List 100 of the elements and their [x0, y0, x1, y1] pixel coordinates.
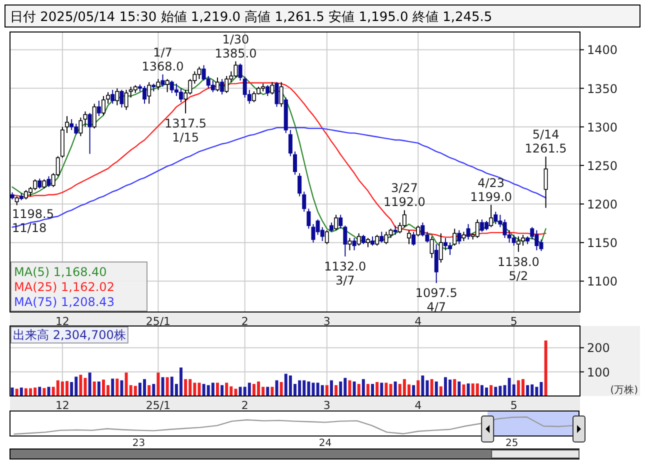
text: MA(5) 1,168.40	[14, 265, 107, 279]
x-tick-label: 2	[241, 399, 248, 412]
bar	[116, 378, 119, 396]
candlestick	[120, 89, 124, 108]
annotation: 3/27 1192.0	[383, 181, 426, 210]
annotation: 5/14 1261.5	[524, 128, 567, 156]
bar	[494, 386, 498, 396]
candlestick	[210, 80, 215, 93]
bar	[330, 380, 333, 396]
candlestick	[361, 234, 366, 245]
x-tick-label: 12	[55, 399, 70, 412]
y-tick-label: 1400	[587, 43, 618, 58]
bar	[434, 382, 438, 396]
x-tick-label: 5	[510, 399, 518, 412]
candlestick	[83, 110, 88, 128]
bar	[166, 377, 169, 396]
candlestick	[110, 89, 115, 104]
candlestick	[279, 82, 284, 108]
bar	[156, 372, 160, 396]
candlestick	[293, 151, 297, 176]
x-tick-label: 3	[323, 315, 330, 328]
annotation: 1097.5 4/7	[415, 286, 458, 314]
x-tick-label: 25	[505, 438, 518, 449]
x-tick-label: 2	[241, 315, 248, 328]
bar	[320, 385, 324, 396]
bar	[120, 380, 124, 396]
x-tick-label: 12	[55, 315, 70, 328]
bar	[476, 383, 479, 396]
candlestick	[494, 211, 498, 225]
candlestick	[452, 228, 457, 246]
candlestick	[266, 84, 270, 97]
annotation: 1317.5 1/15	[164, 116, 207, 144]
candlestick	[38, 178, 42, 190]
y-axis-title: (万株)	[610, 384, 638, 396]
y-tick-label: 1300	[587, 120, 618, 134]
bar	[421, 375, 424, 396]
annotation: 4/23 1199.0	[470, 176, 512, 204]
candlestick	[380, 231, 384, 244]
candlestick	[438, 232, 443, 264]
y-tick-label: 200	[587, 341, 610, 356]
candlestick	[96, 100, 101, 117]
annotation: 1132.0 3/7	[324, 259, 366, 288]
candlestick	[92, 103, 96, 129]
bar	[366, 384, 370, 396]
bar	[357, 384, 360, 396]
bar	[526, 385, 530, 396]
candlestick	[356, 232, 361, 246]
bar	[280, 382, 283, 396]
chart-title: 出来高 2,304,700株	[13, 328, 126, 342]
candlestick	[329, 222, 334, 232]
x-tick-label: 4	[414, 315, 422, 328]
bar	[416, 380, 420, 396]
candlestick	[288, 129, 292, 157]
bar	[111, 378, 114, 396]
x-tick-label: 4	[414, 399, 422, 412]
candlestick	[338, 214, 343, 230]
candlestick	[115, 88, 120, 106]
candlestick	[220, 78, 224, 95]
bar	[216, 382, 219, 396]
bar	[490, 385, 493, 396]
bar	[380, 382, 384, 396]
candlestick	[343, 225, 348, 257]
candlestick	[348, 237, 352, 251]
bar	[394, 382, 397, 396]
candlestick	[274, 82, 279, 108]
bar	[270, 386, 274, 396]
x-tick-label: 23	[132, 438, 146, 449]
candlestick	[430, 236, 434, 259]
bar	[362, 379, 365, 396]
bar	[15, 388, 18, 396]
candlestick	[224, 75, 229, 94]
candlestick	[298, 172, 302, 197]
bar	[152, 384, 156, 396]
bar	[79, 374, 82, 396]
x-tick-label: 3	[323, 399, 330, 412]
text: MA(25) 1,162.02	[14, 280, 114, 294]
candlestick	[65, 116, 69, 134]
candlestick	[124, 89, 128, 110]
candlestick	[165, 78, 170, 93]
candlestick	[475, 218, 480, 238]
annotation: 1/7 1368.0	[142, 45, 184, 74]
annotation: 1138.0 5/2	[497, 254, 540, 283]
candlestick	[434, 244, 438, 284]
bar	[10, 388, 14, 396]
x-tick-label: 24	[318, 438, 332, 449]
candlestick	[393, 225, 398, 236]
y-tick-label: 1250	[587, 158, 618, 173]
annotation: 1198.5 11/18	[12, 207, 54, 235]
candlestick	[306, 208, 311, 230]
bar	[92, 382, 96, 396]
candlestick	[270, 82, 274, 95]
candlestick	[70, 118, 74, 130]
bar	[211, 382, 214, 396]
candlestick	[489, 204, 494, 228]
candlestick	[544, 156, 548, 208]
chart-title: 日付 2025/05/14 15:30 始値 1,219.0 高値 1,261.5 安値 1,195.0 終値 1,245.5	[10, 9, 492, 25]
y-tick-label: 1350	[587, 82, 618, 96]
candlestick	[147, 82, 152, 104]
bar	[20, 388, 23, 396]
candlestick	[106, 92, 110, 104]
